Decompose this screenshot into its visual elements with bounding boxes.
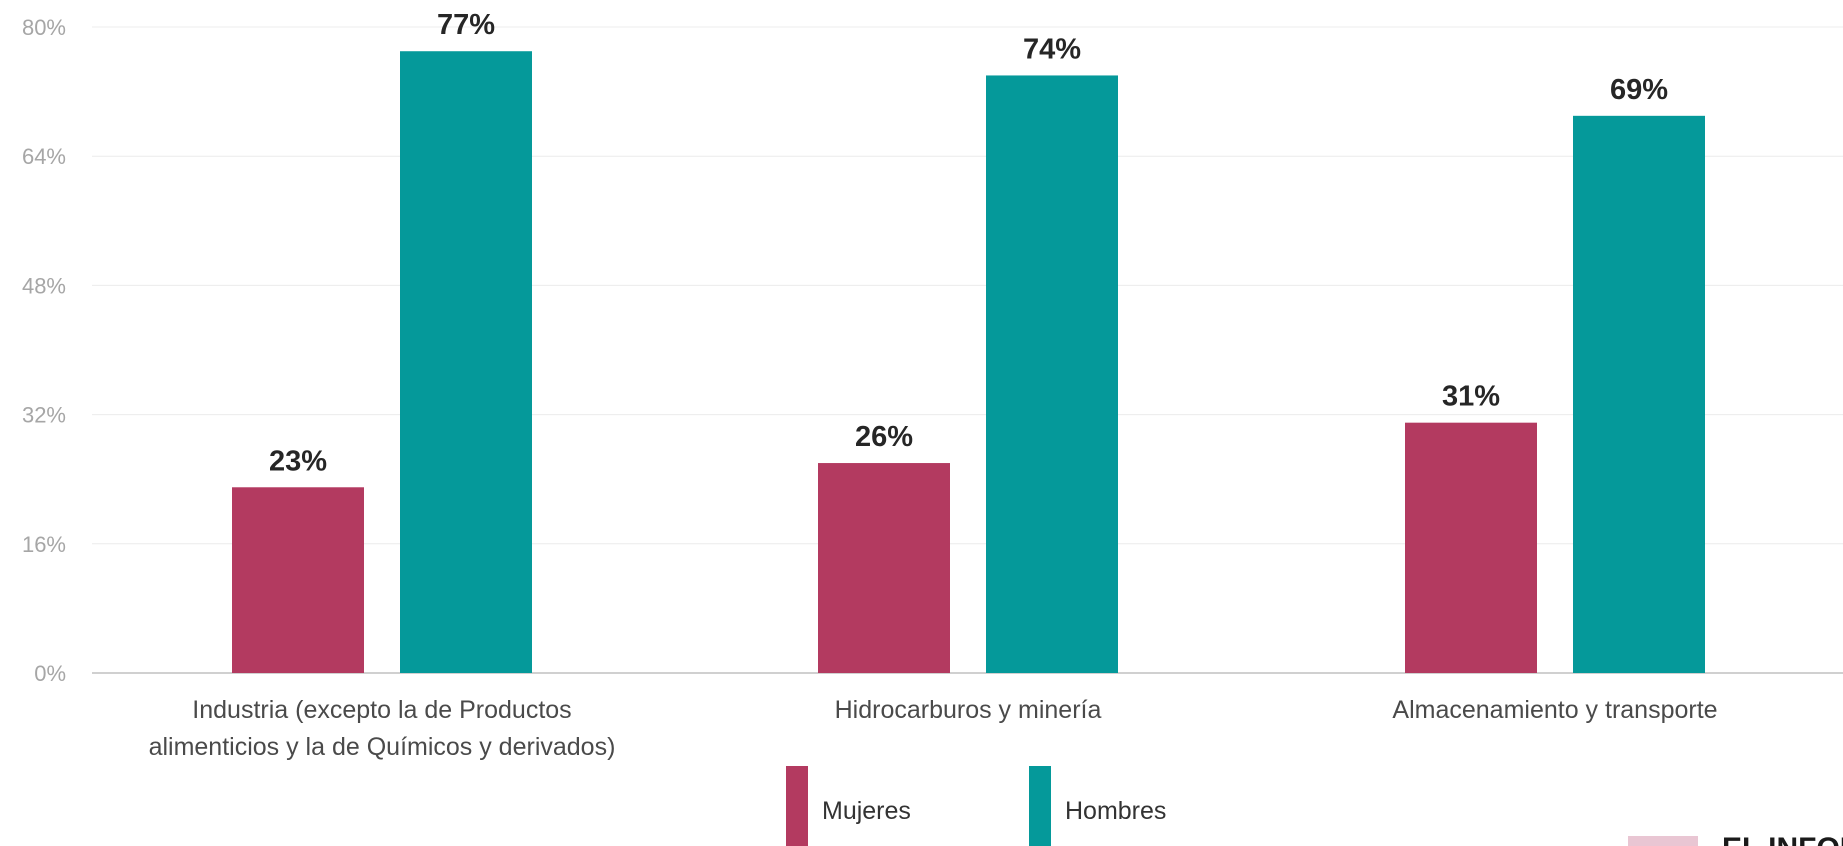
y-tick-label: 64%: [22, 144, 66, 169]
y-tick-label: 16%: [22, 532, 66, 557]
y-tick-label: 48%: [22, 273, 66, 298]
y-tick-label: 0%: [34, 661, 66, 686]
bar-hombres: [1573, 115, 1705, 673]
legend-label-hombres: Hombres: [1065, 797, 1166, 825]
category-label: Hidrocarburos y minería: [835, 696, 1102, 724]
data-label: 26%: [855, 421, 913, 453]
logo-text: EL INFOR: [1722, 832, 1843, 846]
bar-mujeres: [1405, 422, 1537, 673]
publisher-logo: EL INFOR: [1628, 832, 1843, 846]
legend-label-mujeres: Mujeres: [822, 797, 911, 825]
bar-mujeres: [232, 487, 364, 673]
data-label: 23%: [269, 445, 327, 477]
data-label: 74%: [1023, 33, 1081, 65]
legend: Mujeres Hombres: [786, 766, 1166, 846]
data-label: 69%: [1610, 74, 1668, 106]
legend-swatch-mujeres: [786, 766, 808, 846]
category-label: Industria (excepto la de Productos: [192, 696, 571, 724]
gridlines: [92, 26, 1843, 674]
bar-mujeres: [818, 463, 950, 673]
data-label: 77%: [437, 9, 495, 41]
data-label: 31%: [1442, 381, 1500, 413]
bar-hombres: [986, 75, 1118, 673]
y-axis-ticks: 0% 16% 32% 48% 64% 80%: [22, 15, 66, 686]
logo-badge-icon: [1628, 836, 1698, 846]
category-labels: Industria (excepto la de Productos alimen…: [149, 696, 1718, 761]
y-tick-label: 32%: [22, 403, 66, 428]
bar-hombres: [400, 51, 532, 674]
data-labels: 23% 26% 31% 77% 74% 69%: [269, 9, 1668, 477]
legend-swatch-hombres: [1029, 766, 1051, 846]
bars: [232, 51, 1705, 674]
y-tick-label: 80%: [22, 15, 66, 40]
category-label: alimenticios y la de Químicos y derivado…: [149, 733, 616, 761]
category-label: Almacenamiento y transporte: [1392, 696, 1717, 724]
